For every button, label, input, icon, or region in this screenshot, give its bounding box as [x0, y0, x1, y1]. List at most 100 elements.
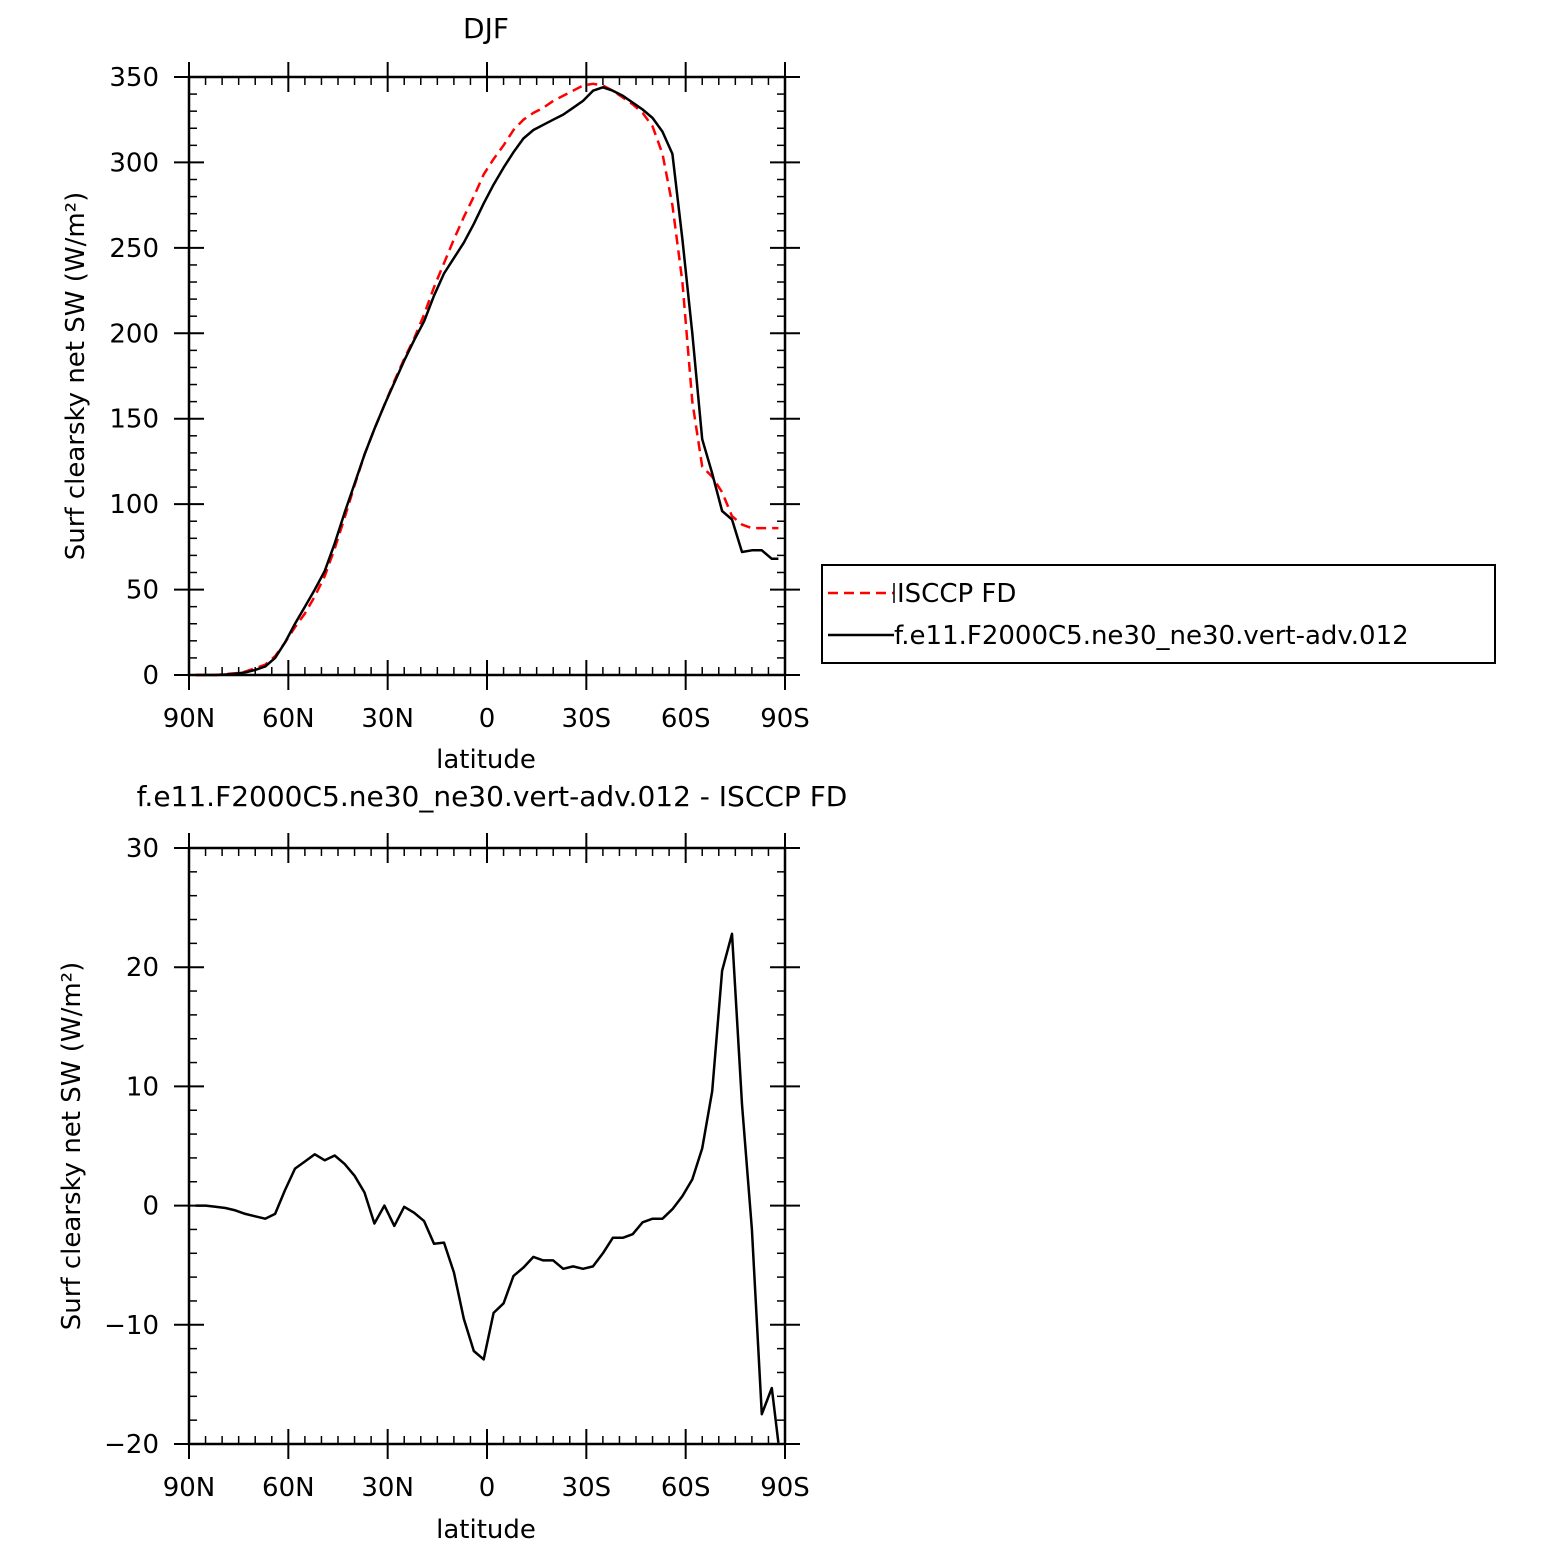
bottom-series-0-point	[651, 1218, 653, 1220]
bottom-series-0-point	[473, 1350, 475, 1352]
top-series-1-point	[383, 404, 385, 406]
top-series-0-point	[483, 173, 485, 175]
top-series-1-point	[731, 518, 733, 520]
bottom-series-0-point	[314, 1153, 316, 1155]
top-series-0-point	[463, 216, 465, 218]
bottom-series-0-point	[294, 1167, 296, 1169]
bottom-series-0-point	[741, 1103, 743, 1105]
top-series-1-point	[612, 90, 614, 92]
top-series-1-point	[473, 223, 475, 225]
top-series-0-point	[522, 119, 524, 121]
bottom-series-0-point	[711, 1090, 713, 1092]
top-series-0-point	[651, 125, 653, 127]
bottom-series-0-point	[284, 1189, 286, 1191]
top-series-0-point	[314, 595, 316, 597]
bottom-series-0-point	[777, 1442, 779, 1444]
top-y-axis-label: Surf clearsky net SW (W/m²)	[61, 192, 91, 560]
bottom-series-line-0	[195, 932, 780, 1443]
bottom-series-0-point	[254, 1215, 256, 1217]
bottom-series-0-point	[721, 970, 723, 972]
top-panel: DJF 90N 60N 30N 0 30S 60S 90S 0 50 100 150 200 250 30…	[61, 12, 810, 775]
bottom-series-0-point	[423, 1220, 425, 1222]
bottom-series-0-point	[502, 1302, 504, 1304]
top-series-1-point	[711, 472, 713, 474]
top-series-1-point	[463, 242, 465, 244]
top-series-1-point	[314, 588, 316, 590]
bottom-series-0-point	[274, 1213, 276, 1215]
top-series-1-point	[622, 95, 624, 97]
top-series-0-point	[532, 112, 534, 114]
top-series-0-point	[492, 158, 494, 160]
top-x-tick-label: 30N	[361, 704, 414, 734]
top-series-0-point	[681, 281, 683, 283]
top-series-0-point	[691, 400, 693, 402]
bottom-series-0-point	[512, 1275, 514, 1277]
top-x-tick-label: 60S	[661, 704, 711, 734]
bottom-series-0-point	[433, 1243, 435, 1245]
top-series-0-point	[741, 523, 743, 525]
bottom-series-0-point	[542, 1259, 544, 1261]
top-series-0-point	[751, 527, 753, 529]
top-series-1-point	[532, 129, 534, 131]
top-series-0-point	[671, 204, 673, 206]
top-series-0-point	[443, 262, 445, 264]
legend-box	[821, 564, 1496, 664]
top-series-0-point	[771, 527, 773, 529]
top-series-1-point	[522, 137, 524, 139]
bottom-series-0-point	[691, 1178, 693, 1180]
bottom-x-tick-label: 90S	[760, 1473, 810, 1503]
bottom-series-0-point	[383, 1204, 385, 1206]
bottom-x-tick-label: 60S	[661, 1473, 711, 1503]
top-chart-title: DJF	[463, 12, 509, 45]
top-series-1-point	[244, 671, 246, 673]
bottom-series-0-point	[483, 1358, 485, 1360]
top-x-tick-label: 90N	[163, 704, 216, 734]
bottom-series-0-point	[641, 1221, 643, 1223]
top-series-0-point	[453, 238, 455, 240]
top-series-1-point	[542, 124, 544, 126]
bottom-series-0-point	[771, 1387, 773, 1389]
bottom-series-0-point	[373, 1222, 375, 1224]
bottom-series-0-point	[592, 1265, 594, 1267]
bottom-series-0-point	[304, 1160, 306, 1162]
bottom-series-0-point	[413, 1212, 415, 1214]
bottom-series-0-point	[552, 1259, 554, 1261]
top-series-1-point	[751, 549, 753, 551]
bottom-panel: f.e11.F2000C5.ne30_ne30.vert-adv.012 - I…	[57, 780, 847, 1545]
top-series-1-point	[373, 428, 375, 430]
bottom-series-0-point	[264, 1218, 266, 1220]
top-series-0-point	[721, 491, 723, 493]
bottom-series-0-point	[204, 1204, 206, 1206]
bottom-y-tick-label: 10	[126, 1072, 159, 1102]
bottom-series-0-point	[224, 1207, 226, 1209]
top-series-1-point	[502, 166, 504, 168]
top-series-1-point	[453, 257, 455, 259]
bottom-plot-area: 90N 60N 30N 0 30S 60S 90S −20 −10 0 10 20 30	[104, 833, 810, 1503]
bottom-plot-frame	[187, 846, 787, 1446]
top-x-tick-label: 90S	[760, 704, 810, 734]
top-series-line-1	[195, 86, 779, 677]
bottom-series-0-point	[492, 1312, 494, 1314]
legend-label-model: f.e11.F2000C5.ne30_ne30.vert-adv.012	[894, 621, 1409, 651]
top-series-line-0	[195, 82, 779, 677]
top-x-axis-label: latitude	[436, 745, 536, 775]
top-series-1-point	[512, 151, 514, 153]
top-series-1-point	[224, 673, 226, 675]
bottom-series-0-point	[194, 1204, 196, 1206]
bottom-series-0-point	[612, 1237, 614, 1239]
top-series-0-point	[512, 129, 514, 131]
top-series-0-point	[761, 527, 763, 529]
bottom-series-0-point	[572, 1265, 574, 1267]
top-series-0-point	[324, 575, 326, 577]
bottom-x-tick-label: 0	[479, 1473, 496, 1503]
top-series-1-point	[433, 295, 435, 297]
top-series-1-point	[681, 238, 683, 240]
top-y-tick-label: 50	[126, 576, 159, 606]
top-series-1-point	[334, 542, 336, 544]
bottom-x-tick-label: 30N	[361, 1473, 414, 1503]
bottom-series-0-point	[602, 1252, 604, 1254]
top-series-0-point	[731, 515, 733, 517]
top-y-tick-label: 350	[109, 63, 159, 93]
top-series-1-point	[324, 570, 326, 572]
top-x-tick-label: 0	[479, 704, 496, 734]
